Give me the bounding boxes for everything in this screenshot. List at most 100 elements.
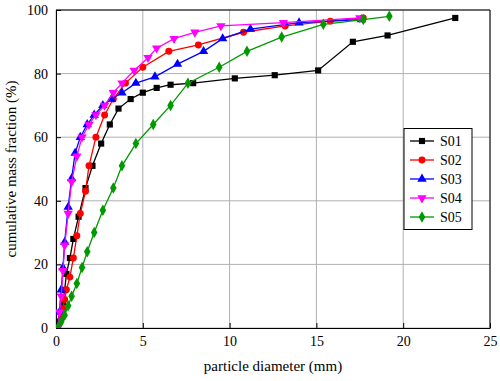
marker — [167, 100, 174, 111]
marker — [278, 31, 285, 42]
tick-label: 15 — [310, 334, 324, 349]
legend-label: S05 — [440, 210, 462, 225]
marker — [133, 138, 140, 149]
marker — [65, 300, 72, 311]
marker — [61, 310, 68, 321]
tick-mark — [230, 323, 231, 328]
marker — [150, 119, 157, 130]
marker — [384, 32, 390, 38]
marker — [60, 243, 69, 251]
marker — [452, 15, 458, 21]
marker — [57, 293, 66, 301]
marker — [91, 227, 98, 238]
tick: 60 — [34, 130, 61, 145]
marker — [195, 42, 202, 49]
marker — [279, 20, 288, 28]
marker — [150, 71, 159, 79]
y-axis: 020406080100 — [27, 3, 61, 336]
tick-mark — [490, 323, 491, 328]
marker — [232, 75, 238, 81]
marker — [70, 255, 77, 262]
grid-line — [229, 10, 230, 328]
legend-label: S01 — [440, 134, 462, 149]
tick-label: 10 — [223, 334, 237, 349]
marker — [77, 210, 84, 217]
grid — [56, 10, 490, 328]
legend-marker — [419, 138, 425, 144]
marker — [92, 134, 99, 141]
marker — [79, 262, 86, 273]
marker — [185, 77, 192, 88]
tick-mark — [56, 201, 61, 202]
legend-label: S02 — [440, 153, 462, 168]
marker — [77, 134, 86, 142]
tick: 5 — [140, 323, 147, 349]
marker — [98, 140, 104, 146]
marker — [315, 67, 321, 73]
tick-label: 20 — [34, 257, 48, 272]
marker — [190, 30, 199, 38]
marker — [74, 278, 81, 289]
frame — [490, 10, 491, 328]
marker — [67, 179, 76, 187]
marker — [109, 90, 118, 98]
tick-label: 20 — [397, 334, 411, 349]
tick-label: 100 — [27, 3, 48, 18]
tick-label: 40 — [34, 194, 48, 209]
tick-mark — [56, 264, 61, 265]
marker — [84, 246, 91, 257]
marker — [107, 121, 113, 127]
tick-mark — [316, 323, 317, 328]
marker — [218, 33, 227, 41]
marker — [131, 78, 140, 86]
tick-mark — [56, 328, 61, 329]
marker — [101, 111, 108, 118]
data-area — [56, 11, 458, 328]
marker — [244, 46, 251, 57]
marker — [152, 45, 161, 53]
tick: 40 — [34, 194, 61, 209]
legend-marker — [417, 174, 426, 182]
marker — [199, 46, 208, 54]
marker — [128, 96, 134, 102]
legend-marker — [417, 195, 426, 203]
series-line — [58, 18, 456, 328]
marker — [173, 59, 182, 67]
marker — [143, 55, 152, 63]
marker — [66, 274, 73, 281]
marker — [386, 11, 393, 22]
series-line — [58, 20, 362, 328]
series-line — [58, 16, 390, 328]
marker — [169, 36, 178, 44]
marker — [216, 23, 225, 31]
tick-mark — [143, 323, 144, 328]
marker — [68, 290, 75, 301]
grid-line — [56, 10, 490, 11]
legend-marker — [419, 157, 426, 164]
chart: 0510152025020406080100particle diameter … — [0, 0, 500, 381]
frame — [56, 10, 490, 11]
marker — [100, 103, 109, 111]
grid-line — [56, 10, 57, 328]
marker — [272, 72, 278, 78]
axis-line — [57, 328, 491, 329]
tick: 10 — [223, 323, 237, 349]
tick: 25 — [484, 323, 498, 349]
grid-line — [56, 264, 490, 265]
tick-label: 60 — [34, 130, 48, 145]
legend-box — [404, 129, 472, 230]
marker — [117, 80, 126, 88]
legend-label: S04 — [440, 191, 462, 206]
marker — [73, 232, 80, 239]
marker — [140, 90, 146, 96]
grid-line — [142, 10, 143, 328]
marker — [154, 85, 160, 91]
tick-label: 25 — [484, 334, 498, 349]
marker — [216, 62, 223, 73]
marker — [129, 68, 138, 76]
marker — [82, 188, 89, 195]
legend-label: S03 — [440, 172, 462, 187]
marker — [58, 268, 67, 276]
y-axis-title: cumulative mass fraction (%) — [3, 80, 20, 257]
marker — [84, 122, 93, 130]
